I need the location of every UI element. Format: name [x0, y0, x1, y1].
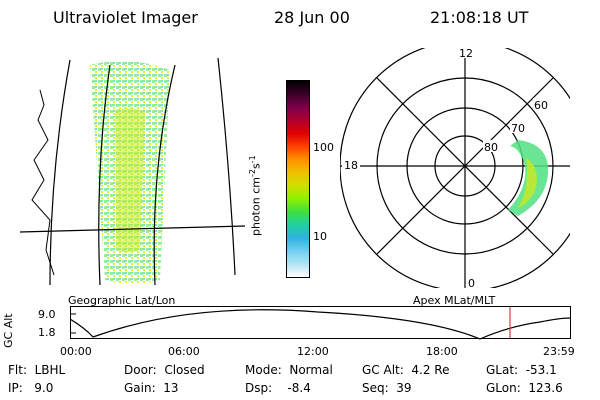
- info-gain: Gain: 13: [124, 381, 179, 395]
- info-door: Door: Closed: [124, 363, 205, 377]
- info-glon: GLon: 123.6: [486, 381, 563, 395]
- orbit-ytick-1-8: 1.8: [38, 326, 56, 339]
- mlt-label-0: 0: [468, 277, 475, 288]
- orbit-xtick-2359: 23:59: [543, 345, 575, 358]
- mlat-label-80: 80: [484, 141, 498, 154]
- apex-panel-label: Apex MLat/MLT: [413, 294, 496, 307]
- orbit-ytick-9: 9.0: [38, 308, 56, 321]
- polar-mlat-mlt-plot: 12 18 6 0 60 70 80: [340, 48, 570, 288]
- date-label: 28 Jun 00: [274, 8, 350, 27]
- info-gc-alt: GC Alt: 4.2 Re: [362, 363, 450, 377]
- orbit-altitude-curve: [70, 309, 571, 340]
- colorbar-tick-10: 10: [313, 230, 327, 243]
- instrument-title: Ultraviolet Imager: [53, 8, 198, 27]
- mlt-label-18: 18: [344, 159, 358, 172]
- time-label: 21:08:18 UT: [430, 8, 529, 27]
- mlat-label-70: 70: [511, 122, 525, 135]
- orbit-xtick-1800: 18:00: [426, 345, 458, 358]
- colorbar: [286, 80, 310, 278]
- info-mode: Mode: Normal: [245, 363, 333, 377]
- geographic-panel-label: Geographic Lat/Lon: [68, 294, 176, 307]
- orbit-xtick-0600: 06:00: [168, 345, 200, 358]
- colorbar-axis-label: photon cm-2s-1: [248, 155, 263, 236]
- mlt-label-12: 12: [459, 48, 473, 60]
- mlat-label-60: 60: [534, 99, 548, 112]
- geographic-image-panel: [20, 57, 246, 286]
- info-glat: GLat: -53.1: [486, 363, 557, 377]
- info-seq: Seq: 39: [362, 381, 412, 395]
- info-dsp: Dsp: -8.4: [245, 381, 311, 395]
- orbit-altitude-strip: [70, 306, 571, 340]
- orbit-ylabel: GC Alt: [2, 313, 15, 348]
- coastline: [31, 89, 55, 276]
- info-filter: Flt: LBHL: [8, 363, 66, 377]
- colorbar-tick-100: 100: [313, 141, 334, 154]
- orbit-xtick-1200: 12:00: [297, 345, 329, 358]
- aurora-oval-polar: [508, 140, 549, 216]
- lat-lon-grid: [20, 57, 246, 286]
- info-ip: IP: 9.0: [8, 381, 54, 395]
- orbit-xtick-0000: 00:00: [60, 345, 92, 358]
